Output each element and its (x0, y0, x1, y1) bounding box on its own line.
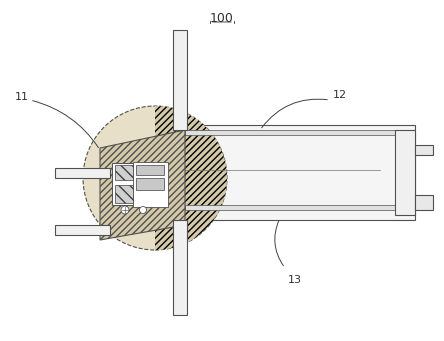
Bar (415, 195, 433, 210)
Text: 13: 13 (288, 275, 302, 285)
Circle shape (83, 106, 227, 250)
Text: 12: 12 (333, 90, 347, 100)
Bar (136, 178, 164, 190)
Bar (55, 168, 110, 178)
Bar (173, 30, 187, 130)
Bar (173, 220, 187, 315)
Bar (395, 130, 415, 215)
Bar (115, 185, 133, 203)
Bar (55, 225, 110, 235)
Bar (133, 162, 168, 207)
Circle shape (121, 206, 129, 214)
Circle shape (139, 207, 147, 213)
Bar (185, 205, 405, 210)
Bar (415, 145, 433, 155)
Polygon shape (100, 130, 185, 240)
Bar (112, 163, 167, 205)
Polygon shape (155, 106, 227, 250)
Text: 100: 100 (210, 12, 234, 25)
Bar (185, 130, 405, 135)
Bar (185, 125, 415, 220)
Bar (136, 165, 164, 175)
Bar (115, 165, 133, 180)
Text: 11: 11 (15, 92, 29, 102)
